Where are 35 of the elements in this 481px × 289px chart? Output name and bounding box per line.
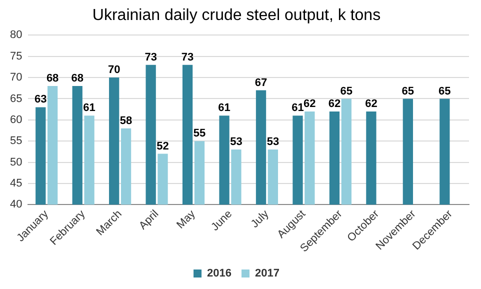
- y-tick-label: 40: [10, 198, 22, 211]
- y-tick-label: 65: [10, 92, 22, 105]
- data-label: 61: [218, 102, 230, 114]
- legend-label: 2016: [207, 268, 232, 280]
- data-label: 61: [83, 102, 96, 114]
- x-tick-label: July: [248, 208, 272, 230]
- y-tick-label: 55: [10, 135, 22, 148]
- y-tick-label: 45: [10, 177, 22, 190]
- data-label: 53: [230, 136, 242, 148]
- data-label: 67: [254, 76, 268, 89]
- data-label: 52: [156, 140, 169, 152]
- data-label: 58: [120, 114, 132, 127]
- data-label: 65: [402, 85, 414, 98]
- data-label: 65: [438, 85, 451, 98]
- y-tick-label: 80: [10, 29, 22, 42]
- data-label: 62: [328, 98, 341, 110]
- data-label: 63: [34, 94, 47, 106]
- y-tick-label: 50: [10, 156, 22, 168]
- data-label: 53: [266, 136, 280, 148]
- data-label: 65: [340, 85, 353, 98]
- data-label: 70: [108, 64, 120, 76]
- data-label: 62: [304, 98, 316, 110]
- data-label: 61: [292, 102, 304, 114]
- y-tick-label: 75: [10, 50, 22, 62]
- y-tick-label: 70: [10, 72, 22, 84]
- data-label: 62: [365, 98, 378, 110]
- x-tick-label: May: [174, 208, 198, 232]
- data-label: 68: [46, 72, 59, 85]
- data-label: 55: [193, 128, 206, 140]
- data-label: 73: [181, 51, 194, 64]
- legend-label: 2017: [255, 268, 280, 280]
- chart-title: Ukrainian daily crude steel output, k tons: [92, 7, 381, 24]
- y-tick-label: 60: [10, 114, 22, 126]
- data-label: 73: [144, 51, 157, 64]
- data-label: 68: [71, 72, 84, 85]
